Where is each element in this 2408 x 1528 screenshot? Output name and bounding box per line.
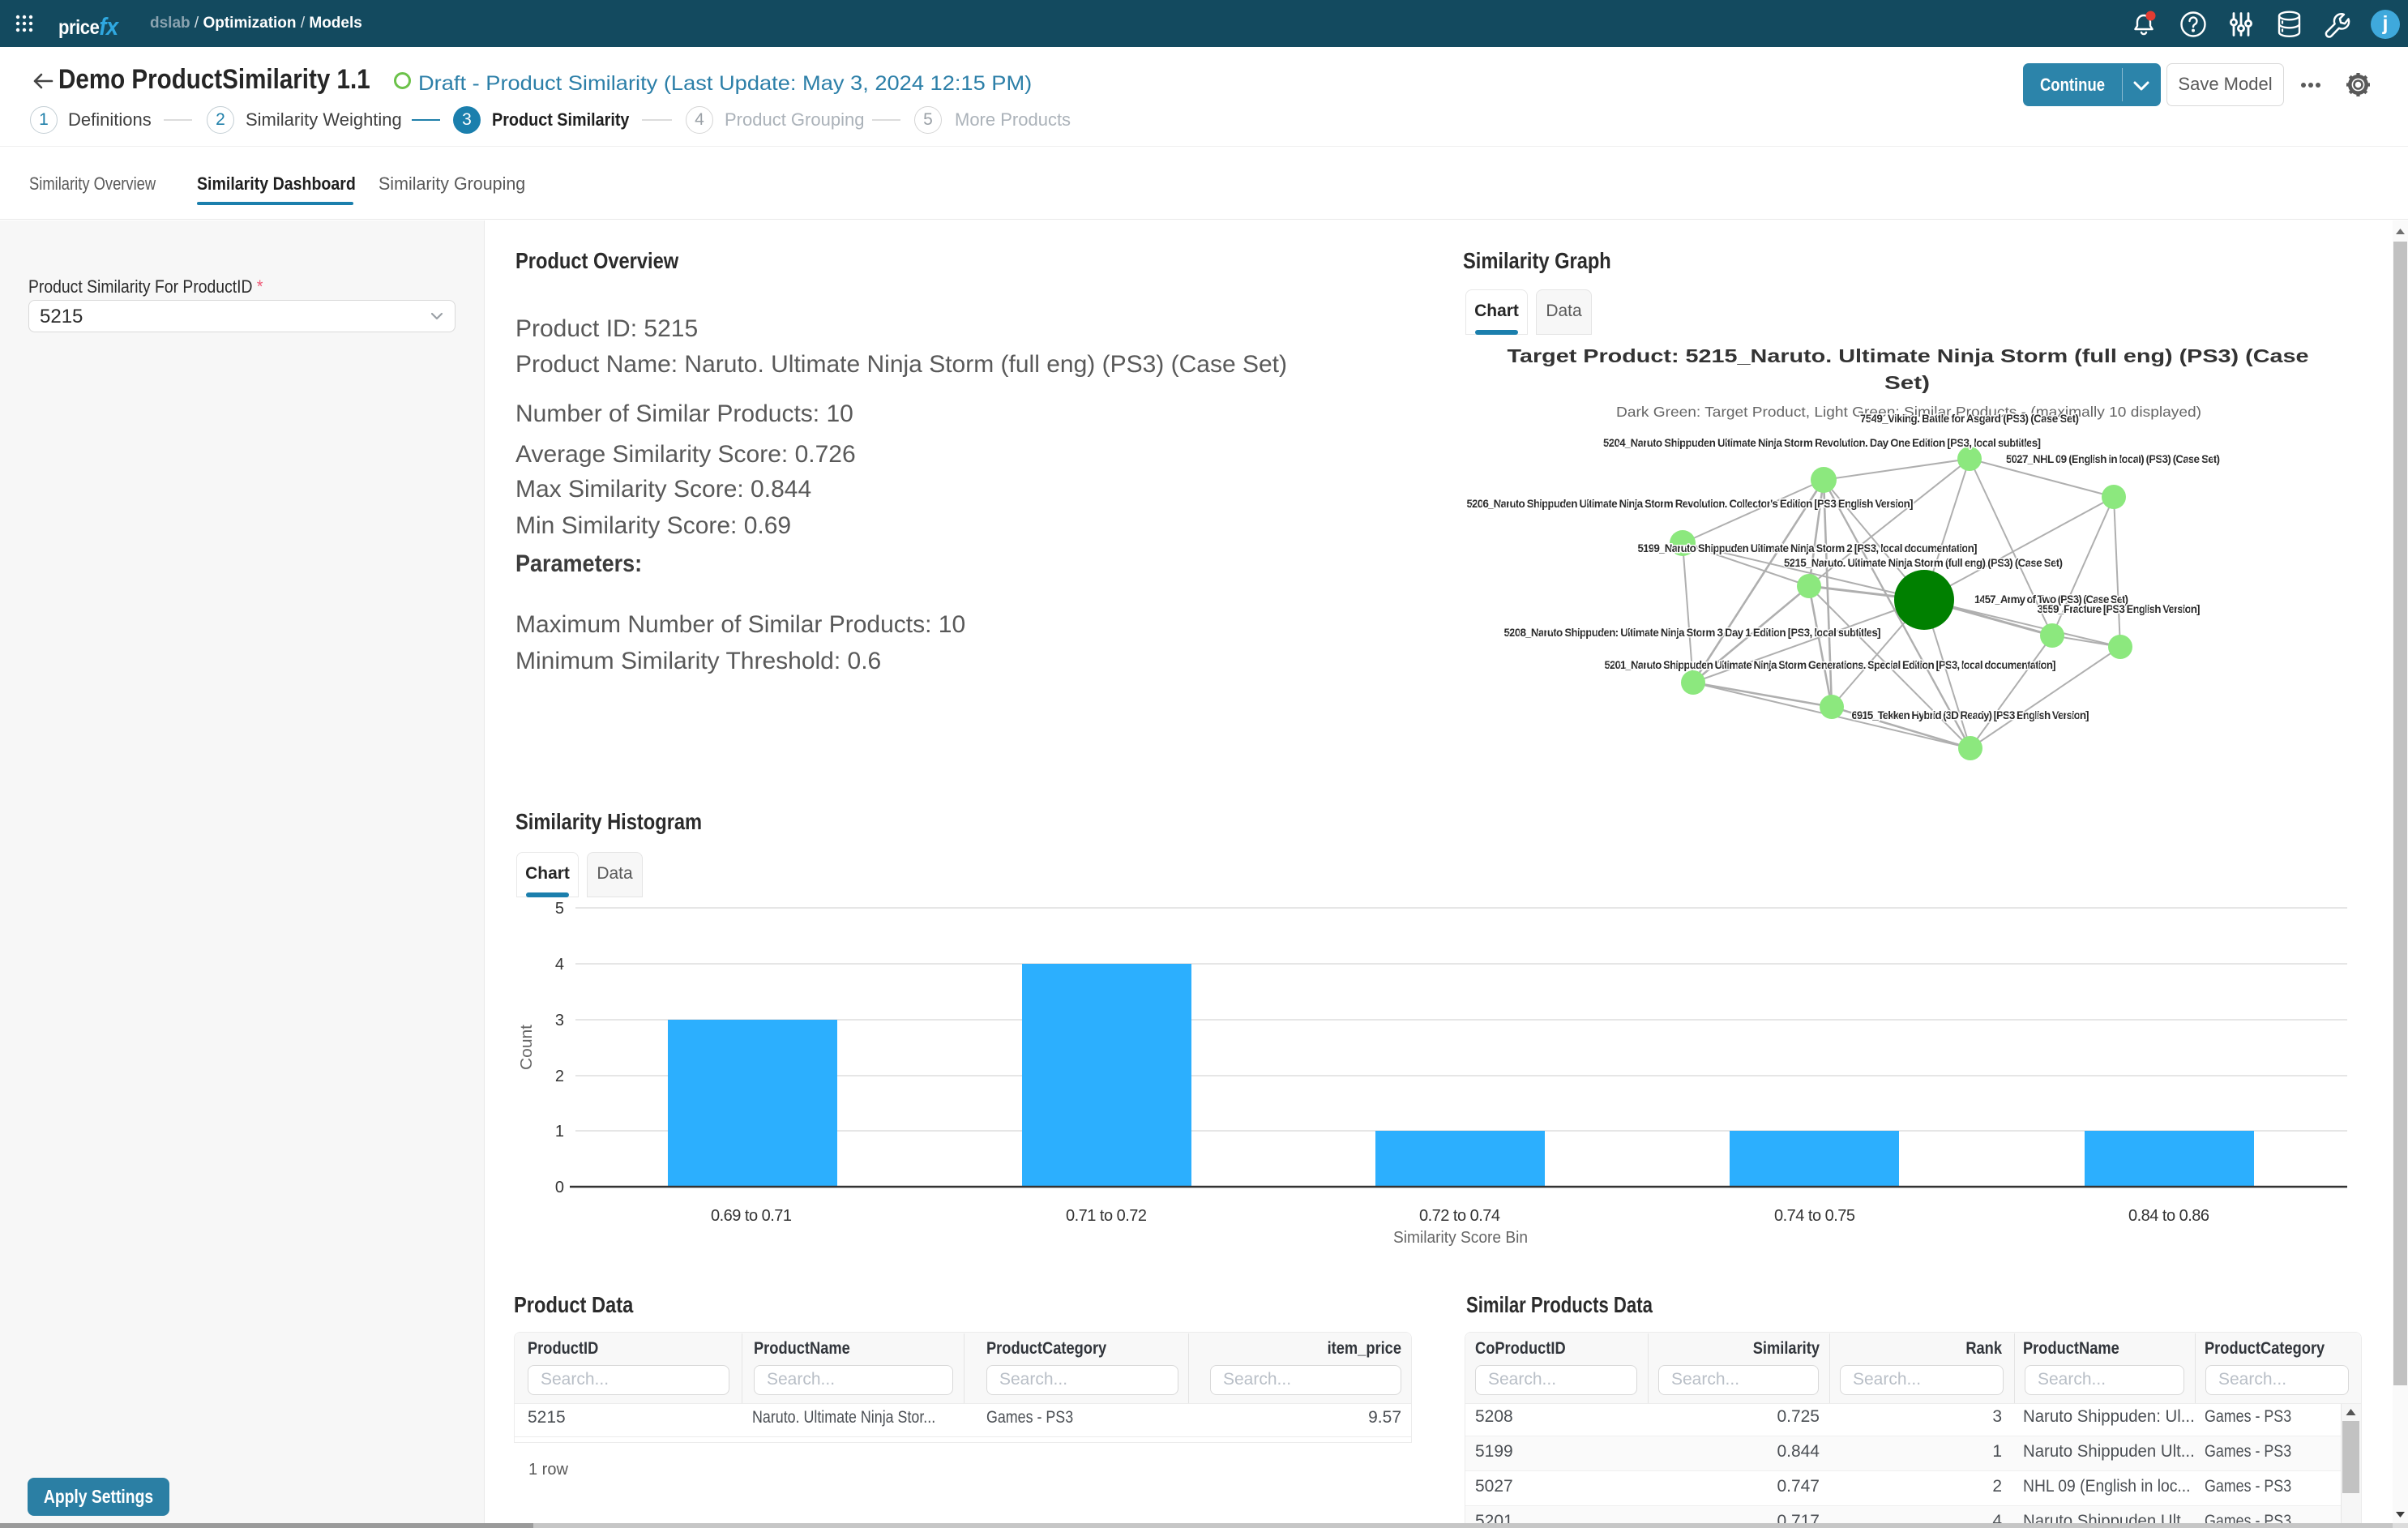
svg-text:6915_Tekken Hybrid (3D Ready): 6915_Tekken Hybrid (3D Ready) [PS3 Engli… <box>1852 709 2089 721</box>
svg-text:0.74 to 0.75: 0.74 to 0.75 <box>1774 1207 1855 1225</box>
svg-text:0: 0 <box>555 1179 564 1196</box>
svg-text:Count: Count <box>518 1025 536 1070</box>
svg-text:Set): Set) <box>1884 372 1930 393</box>
svg-text:1: 1 <box>555 1123 564 1141</box>
svg-text:5206_Naruto Shippuden Ultimate: 5206_Naruto Shippuden Ultimate Ninja Sto… <box>1467 498 1914 510</box>
svg-text:2: 2 <box>555 1068 564 1085</box>
svg-text:Dark Green: Target Product, Li: Dark Green: Target Product, Light Green:… <box>1616 404 2201 420</box>
svg-text:Target Product: 5215_Naruto. U: Target Product: 5215_Naruto. Ultimate Ni… <box>1508 345 2309 366</box>
svg-text:7549_Viking. Battle for Asgard: 7549_Viking. Battle for Asgard (PS3) (Ca… <box>1860 413 2079 425</box>
svg-text:3559_Fracture [PS3 English Ver: 3559_Fracture [PS3 English Version] <box>2038 603 2201 615</box>
svg-text:5215_Naruto. Ultimate Ninja St: 5215_Naruto. Ultimate Ninja Storm (full … <box>1784 557 2063 569</box>
svg-text:4: 4 <box>555 956 564 974</box>
svg-text:0.72 to 0.74: 0.72 to 0.74 <box>1419 1207 1500 1225</box>
svg-text:0.71 to 0.72: 0.71 to 0.72 <box>1066 1207 1147 1225</box>
svg-text:1457_Army of Two (PS3) (Case S: 1457_Army of Two (PS3) (Case Set) <box>1974 593 2128 606</box>
svg-text:5027_NHL 09 (English in local): 5027_NHL 09 (English in local) (PS3) (Ca… <box>2006 453 2220 465</box>
svg-text:5199_Naruto Shippuden Ultimate: 5199_Naruto Shippuden Ultimate Ninja Sto… <box>1638 542 1978 554</box>
svg-text:5: 5 <box>555 900 564 918</box>
svg-text:3: 3 <box>555 1012 564 1029</box>
svg-text:Similarity Score Bin: Similarity Score Bin <box>1393 1229 1528 1247</box>
svg-text:5208_Naruto Shippuden: Ultimat: 5208_Naruto Shippuden: Ultimate Ninja St… <box>1504 627 1881 639</box>
svg-text:0.69 to 0.71: 0.69 to 0.71 <box>711 1207 792 1225</box>
svg-text:5204_Naruto Shippuden Ultimate: 5204_Naruto Shippuden Ultimate Ninja Sto… <box>1603 437 2041 449</box>
svg-text:0.84 to 0.86: 0.84 to 0.86 <box>2128 1207 2209 1225</box>
svg-text:5201_Naruto Shippuden Ultimate: 5201_Naruto Shippuden Ultimate Ninja Sto… <box>1605 659 2056 671</box>
